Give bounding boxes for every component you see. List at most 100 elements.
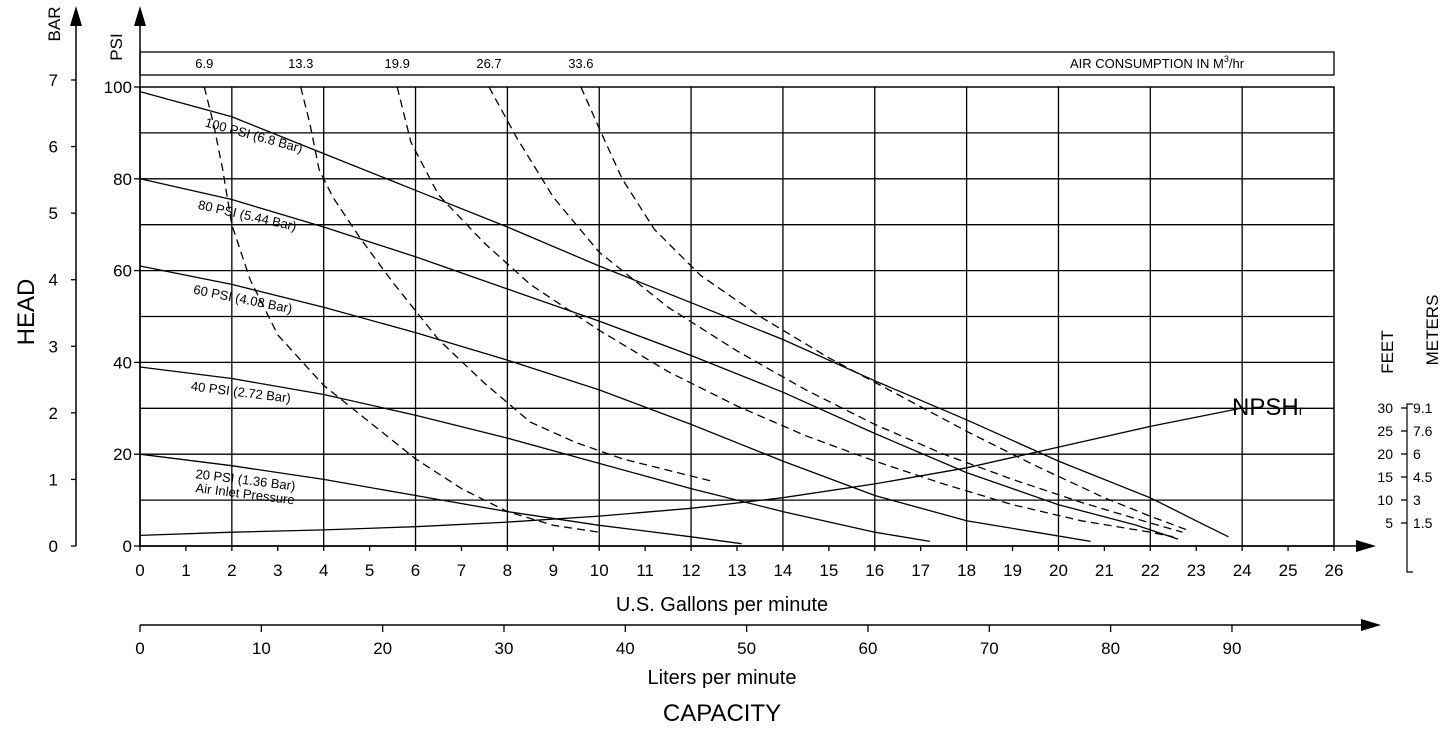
x-axis-lpm-arrow: [1361, 619, 1381, 631]
lpm-tick-label: 10: [252, 639, 271, 658]
gpm-tick-label: 16: [865, 561, 884, 580]
pressure-curve: [139, 265, 1091, 543]
npsh-meter-tick: 7.6: [1413, 423, 1433, 439]
gpm-tick-label: 6: [411, 561, 420, 580]
air-consumption-curve: [396, 86, 1174, 538]
lpm-tick-label: 30: [495, 639, 514, 658]
gpm-tick-label: 24: [1233, 561, 1252, 580]
gpm-tick-label: 3: [273, 561, 282, 580]
gpm-tick-label: 9: [549, 561, 558, 580]
gpm-tick-label: 7: [457, 561, 466, 580]
lpm-axis-title: Liters per minute: [648, 667, 797, 689]
pressure-curve: [139, 366, 931, 543]
bar-tick-label: 4: [49, 271, 58, 290]
air-consumption-value: 33.6: [568, 56, 593, 71]
lpm-tick-label: 80: [1101, 639, 1120, 658]
chart-frame: [70, 6, 1413, 632]
npsh-text: NPSH: [1232, 394, 1299, 421]
capacity-title: CAPACITY: [663, 700, 781, 727]
gpm-tick-label: 17: [911, 561, 930, 580]
lpm-tick-label: 60: [859, 639, 878, 658]
gpm-tick-label: 26: [1325, 561, 1344, 580]
lpm-tick-label: 0: [135, 639, 144, 658]
gpm-tick-label: 4: [319, 561, 328, 580]
pressure-curve: [139, 178, 1179, 540]
pressure-curve-label: 100 PSI (6.8 Bar): [203, 115, 304, 156]
gpm-tick-label: 12: [682, 561, 701, 580]
gpm-tick-label: 21: [1095, 561, 1114, 580]
npsh-feet-tick: 5: [1385, 515, 1393, 531]
gpm-tick-label: 0: [135, 561, 144, 580]
npsh-feet-tick: 20: [1377, 446, 1393, 462]
npsh-meter-tick: 9.1: [1413, 400, 1433, 416]
air-consumption-curve: [488, 86, 1183, 533]
gpm-tick-label: 18: [957, 561, 976, 580]
bar-tick-label: 1: [49, 470, 58, 489]
bar-axis-title: BAR: [45, 7, 64, 42]
gpm-tick-label: 15: [819, 561, 838, 580]
air-consumption-value: 26.7: [476, 56, 501, 71]
air-consumption-sup: 3: [1224, 54, 1229, 64]
gpm-tick-label: 8: [503, 561, 512, 580]
curves: [139, 86, 1243, 545]
gpm-tick-label: 10: [590, 561, 609, 580]
gpm-tick-label: 1: [181, 561, 190, 580]
air-consumption-curve: [203, 86, 600, 533]
lpm-tick-label: 40: [616, 639, 635, 658]
gpm-tick-label: 19: [1003, 561, 1022, 580]
gpm-tick-label: 13: [728, 561, 747, 580]
air-consumption-curve: [300, 86, 715, 483]
gpm-tick-label: 23: [1187, 561, 1206, 580]
gpm-tick-label: 25: [1279, 561, 1298, 580]
npsh-scale-bracket: [1406, 403, 1413, 573]
pressure-curve: [139, 453, 742, 545]
npsh-feet-tick: 15: [1377, 469, 1393, 485]
npsh-meters-title: METERS: [1423, 295, 1442, 366]
gpm-tick-label: 2: [227, 561, 236, 580]
npsh-feet-title: FEET: [1378, 330, 1397, 373]
gpm-axis-title: U.S. Gallons per minute: [616, 594, 828, 616]
air-consumption-value: 13.3: [288, 56, 313, 71]
gpm-tick-label: 11: [636, 561, 654, 580]
psi-tick-label: 40: [113, 353, 132, 372]
grid: [140, 87, 1334, 546]
psi-tick-label: 0: [123, 537, 132, 556]
bar-tick-label: 2: [49, 404, 58, 423]
npsh-meter-tick: 6: [1413, 446, 1421, 462]
bar-tick-label: 3: [49, 337, 58, 356]
psi-axis-title: PSI: [107, 33, 126, 60]
psi-tick-label: 80: [113, 170, 132, 189]
x-axis-arrow: [1356, 540, 1376, 552]
bar-tick-label: 7: [49, 71, 58, 90]
lpm-tick-label: 70: [980, 639, 999, 658]
npsh-meter-tick: 3: [1413, 492, 1421, 508]
y-axis-psi-arrow: [134, 6, 146, 26]
pressure-curve-label: 40 PSI (2.72 Bar): [190, 378, 292, 405]
bar-tick-label: 5: [49, 204, 58, 223]
bar-tick-label: 6: [49, 138, 58, 157]
psi-tick-label: 100: [104, 78, 132, 97]
gpm-tick-label: 20: [1049, 561, 1068, 580]
lpm-tick-label: 50: [737, 639, 756, 658]
lpm-tick-label: 20: [373, 639, 392, 658]
pressure-curve-label: 80 PSI (5.44 Bar): [197, 197, 298, 234]
psi-tick-label: 60: [113, 262, 132, 281]
npsh-feet-tick: 30: [1377, 400, 1393, 416]
psi-tick-label: 20: [113, 445, 132, 464]
npsh-feet-tick: 10: [1377, 492, 1393, 508]
npsh-label: NPSHr: [1232, 394, 1304, 421]
air-consumption-unit: /hr: [1229, 56, 1245, 71]
npsh-feet-tick: 25: [1377, 423, 1393, 439]
air-consumption-value: 19.9: [385, 56, 410, 71]
npsh-meter-tick: 4.5: [1413, 469, 1433, 485]
npsh-curve: [139, 407, 1243, 537]
gpm-tick-label: 14: [773, 561, 792, 580]
head-axis-title: HEAD: [13, 279, 40, 346]
bar-tick-label: 0: [49, 537, 58, 556]
air-consumption-label: AIR CONSUMPTION IN M: [1070, 56, 1224, 71]
npsh-meter-tick: 1.5: [1413, 515, 1433, 531]
air-consumption-title: AIR CONSUMPTION IN M3/hr: [1070, 54, 1245, 71]
lpm-tick-label: 90: [1223, 639, 1242, 658]
y-axis-bar-arrow: [70, 6, 82, 26]
gpm-tick-label: 5: [365, 561, 374, 580]
